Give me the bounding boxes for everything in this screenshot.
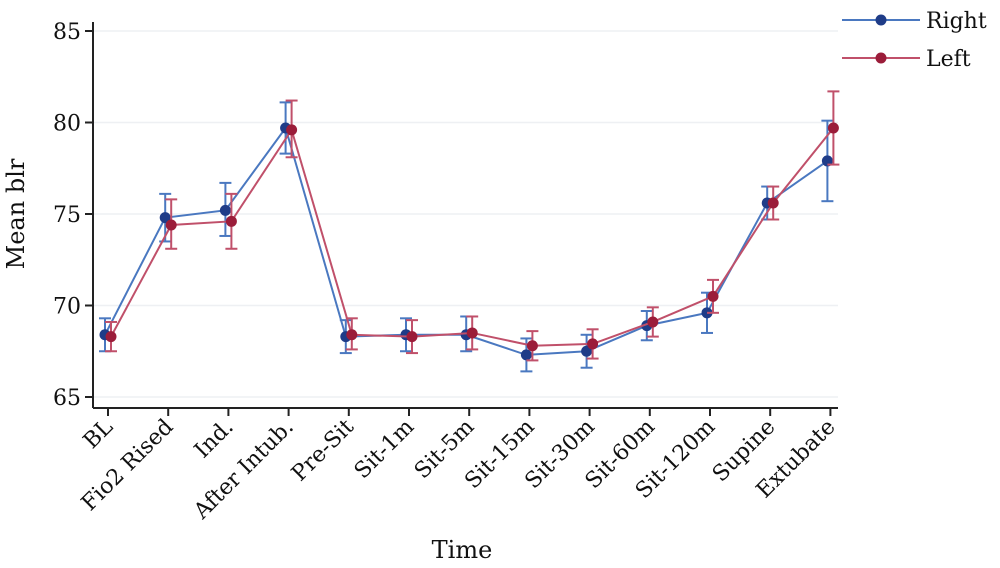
data-point: [225, 215, 237, 227]
y-tick-label: 80: [53, 112, 81, 137]
series-line: [110, 127, 835, 347]
legend: Right Left: [842, 9, 987, 72]
data-point: [219, 204, 231, 216]
data-point: [105, 331, 117, 343]
data-point: [346, 329, 358, 341]
y-tick-label: 70: [53, 295, 81, 320]
x-tick-label: BL: [79, 414, 119, 454]
data-point: [466, 327, 478, 339]
data-point: [165, 219, 177, 231]
y-tick-label: 75: [53, 203, 81, 228]
data-point: [767, 197, 779, 209]
data-point: [581, 345, 593, 357]
data-point: [286, 124, 298, 136]
data-point: [827, 122, 839, 134]
legend-label: Right: [926, 9, 987, 34]
y-tick-label: 85: [53, 20, 81, 45]
x-tick-label: Sit-1m: [350, 414, 420, 484]
series-layer: [99, 90, 840, 373]
y-tick-label: 65: [53, 386, 81, 411]
data-point: [520, 349, 532, 361]
legend-marker: [875, 52, 887, 64]
data-point: [526, 340, 538, 352]
y-axis-title: Mean blr: [2, 158, 30, 269]
x-axis-title: Time: [432, 536, 493, 564]
data-point: [647, 316, 659, 328]
x-tick-label: Pre-Sit: [287, 414, 359, 486]
data-point: [159, 212, 171, 224]
legend-label: Left: [926, 47, 971, 72]
series-right: [99, 101, 834, 373]
x-tick-label: Ind.: [190, 415, 239, 464]
series-left: [105, 90, 840, 362]
legend-marker: [875, 14, 887, 26]
data-point: [406, 331, 418, 343]
data-point: [587, 338, 599, 350]
data-point: [707, 290, 719, 302]
